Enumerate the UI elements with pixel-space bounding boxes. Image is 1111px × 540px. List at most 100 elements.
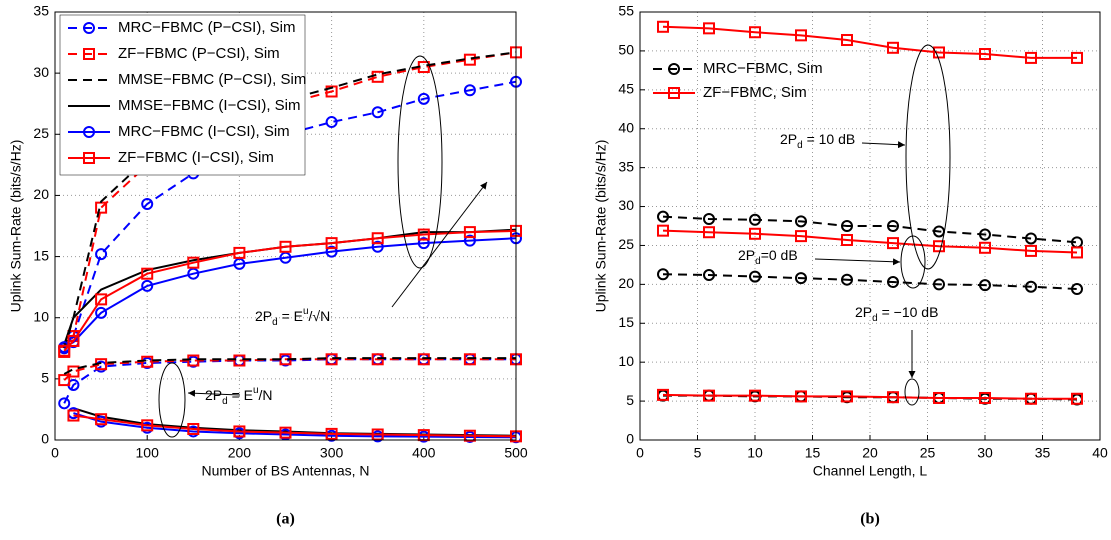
marker bbox=[417, 237, 430, 250]
legend-label: ZF−FBMC (I−CSI), Sim bbox=[118, 149, 274, 166]
plot-frame bbox=[639, 11, 1101, 441]
marker bbox=[749, 270, 761, 283]
legend-box bbox=[59, 14, 306, 176]
legend-label: ZF−FBMC, Sim bbox=[703, 84, 807, 101]
y-tick-label: 45 bbox=[618, 81, 634, 97]
marker bbox=[933, 240, 945, 253]
marker bbox=[979, 279, 991, 292]
x-tick-label: 400 bbox=[412, 445, 436, 461]
marker bbox=[795, 390, 807, 403]
marker bbox=[668, 63, 680, 75]
x-tick-label: 200 bbox=[228, 445, 252, 461]
annotation: 2Pd = 10 dB bbox=[780, 131, 855, 151]
marker bbox=[83, 22, 95, 34]
annotation-ellipse bbox=[397, 55, 443, 269]
marker bbox=[887, 220, 899, 232]
marker bbox=[887, 276, 899, 289]
y-tick-label: 40 bbox=[618, 119, 634, 135]
marker bbox=[841, 234, 853, 247]
marker bbox=[187, 422, 200, 435]
marker bbox=[1025, 244, 1037, 257]
annotation: 2Pd = Eu/√N bbox=[255, 306, 330, 328]
marker bbox=[887, 41, 899, 54]
y-tick-label: 20 bbox=[618, 275, 634, 291]
marker bbox=[187, 267, 200, 280]
marker bbox=[371, 428, 384, 441]
marker bbox=[703, 212, 715, 225]
annotation: 2Pd = −10 dB bbox=[855, 304, 938, 324]
marker bbox=[325, 237, 338, 250]
marker bbox=[795, 272, 807, 285]
y-tick-label: 35 bbox=[33, 3, 49, 19]
annotation-part: d bbox=[222, 396, 228, 407]
marker bbox=[749, 227, 761, 240]
marker bbox=[703, 269, 715, 282]
annotation-arrow bbox=[814, 258, 901, 266]
series-line bbox=[662, 229, 1078, 254]
marker bbox=[657, 224, 669, 237]
marker bbox=[703, 22, 715, 35]
x-tick-label: 35 bbox=[1035, 445, 1051, 461]
y-tick-label: 10 bbox=[33, 308, 49, 324]
y-tick-label: 55 bbox=[618, 3, 634, 19]
marker bbox=[1025, 392, 1037, 405]
plot-frame bbox=[54, 11, 517, 441]
marker bbox=[657, 388, 669, 401]
x-tick-label: 25 bbox=[920, 445, 936, 461]
y-tick-label: 20 bbox=[33, 186, 49, 202]
marker bbox=[417, 353, 430, 366]
marker bbox=[979, 391, 991, 404]
series-line bbox=[662, 215, 1078, 244]
annotation-part: =0 dB bbox=[761, 247, 798, 263]
marker bbox=[67, 334, 80, 347]
series-line bbox=[63, 357, 516, 375]
series-line bbox=[63, 51, 517, 349]
marker bbox=[233, 246, 246, 259]
x-tick-label: 20 bbox=[862, 445, 878, 461]
annotation-ellipse bbox=[158, 362, 186, 438]
marker bbox=[887, 237, 899, 250]
marker bbox=[703, 389, 715, 402]
marker bbox=[463, 84, 476, 97]
annotation-ellipse bbox=[900, 235, 926, 289]
marker bbox=[1071, 246, 1083, 259]
annotation-arrow bbox=[861, 141, 906, 149]
marker bbox=[325, 85, 338, 98]
x-axis-label: Channel Length, L bbox=[813, 463, 928, 479]
series-line bbox=[662, 273, 1078, 291]
marker bbox=[325, 116, 338, 129]
marker bbox=[979, 228, 991, 241]
marker bbox=[703, 226, 715, 239]
marker bbox=[325, 427, 338, 440]
y-tick-label: 25 bbox=[33, 125, 49, 141]
marker bbox=[463, 353, 476, 366]
annotation-arrow bbox=[391, 181, 488, 308]
y-tick-label: 50 bbox=[618, 42, 634, 58]
marker bbox=[95, 248, 108, 261]
marker bbox=[933, 46, 945, 59]
caption: (b) bbox=[860, 511, 880, 528]
annotation-part: d bbox=[797, 140, 803, 151]
annotation-ellipse bbox=[904, 378, 920, 406]
y-tick-label: 35 bbox=[618, 158, 634, 174]
marker bbox=[979, 48, 991, 61]
annotation-part: 2P bbox=[205, 387, 222, 403]
annotation: 2Pd = Eu/N bbox=[205, 385, 273, 407]
y-tick-label: 5 bbox=[626, 392, 634, 408]
series-line bbox=[63, 229, 517, 352]
marker bbox=[325, 245, 338, 258]
annotation-part: u bbox=[303, 306, 309, 317]
marker bbox=[233, 354, 246, 367]
annotation-part: /N bbox=[259, 387, 273, 403]
annotation-part: 2P bbox=[738, 247, 755, 263]
y-tick-label: 0 bbox=[41, 431, 49, 447]
marker bbox=[1071, 392, 1083, 405]
marker bbox=[463, 429, 476, 442]
y-tick-label: 25 bbox=[618, 236, 634, 252]
marker bbox=[141, 279, 154, 292]
annotation-part: = E bbox=[278, 308, 303, 324]
annotation-part: 2P bbox=[855, 304, 872, 320]
x-tick-label: 10 bbox=[747, 445, 763, 461]
marker bbox=[58, 344, 71, 357]
marker bbox=[279, 426, 292, 439]
